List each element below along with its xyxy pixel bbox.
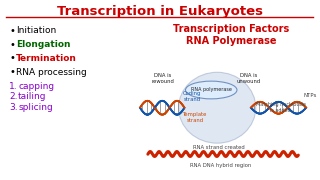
Text: Matching nucleotide
is added: Matching nucleotide is added — [256, 102, 306, 113]
Text: 2.: 2. — [9, 92, 18, 101]
Text: capping: capping — [18, 82, 54, 91]
Text: •: • — [9, 53, 15, 64]
Text: Elongation: Elongation — [16, 40, 71, 49]
Text: 3.: 3. — [9, 103, 18, 112]
Text: Termination: Termination — [16, 54, 77, 63]
Text: 1.: 1. — [9, 82, 18, 91]
Text: •: • — [9, 40, 15, 50]
Text: Template
strand: Template strand — [183, 112, 208, 123]
Text: DNA is
unwound: DNA is unwound — [237, 73, 261, 84]
Text: Transcription in Eukaryotes: Transcription in Eukaryotes — [57, 5, 263, 18]
Text: •: • — [9, 67, 15, 77]
Text: RNA strand created: RNA strand created — [193, 145, 245, 150]
Ellipse shape — [186, 81, 237, 99]
Ellipse shape — [179, 72, 256, 143]
Text: splicing: splicing — [18, 103, 53, 112]
Text: RNA DNA hybrid region: RNA DNA hybrid region — [190, 163, 252, 168]
Text: •: • — [9, 26, 15, 36]
Text: Transcription Factors: Transcription Factors — [173, 24, 289, 34]
Text: RNA Polymerase: RNA Polymerase — [186, 36, 276, 46]
Text: Initiation: Initiation — [16, 26, 57, 35]
Text: RNA processing: RNA processing — [16, 68, 87, 77]
Text: DNA is
rewound: DNA is rewound — [151, 73, 174, 84]
Text: RNA polymerase: RNA polymerase — [191, 87, 232, 91]
Text: NTPs: NTPs — [303, 93, 317, 98]
Text: Coding
strand: Coding strand — [183, 91, 202, 102]
Text: tailing: tailing — [18, 92, 47, 101]
